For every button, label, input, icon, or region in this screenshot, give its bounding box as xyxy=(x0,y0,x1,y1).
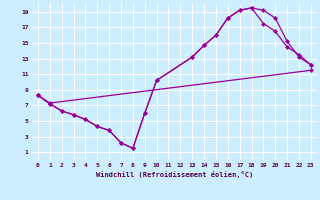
X-axis label: Windchill (Refroidissement éolien,°C): Windchill (Refroidissement éolien,°C) xyxy=(96,171,253,178)
